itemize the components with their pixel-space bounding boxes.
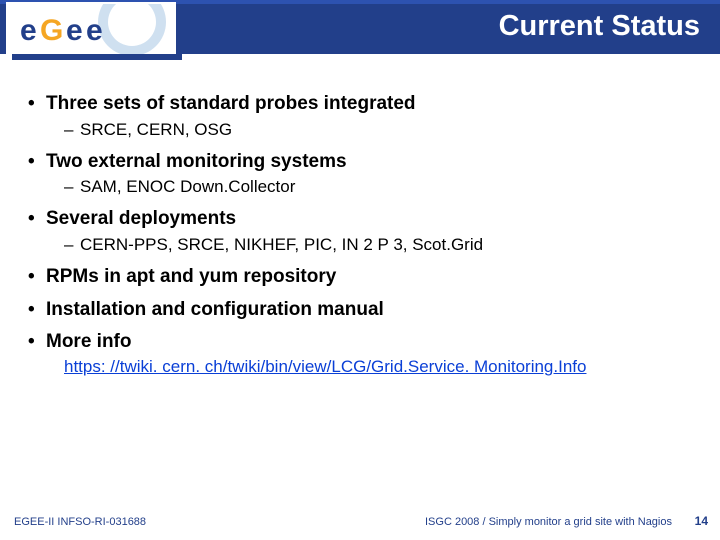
bullet-level-1: RPMs in apt and yum repository: [28, 265, 698, 290]
footer-left-text: EGEE-II INFSO-RI-031688: [14, 516, 146, 528]
slide-header: e G e e Current Status Enabling Grids fo…: [0, 0, 720, 72]
footer-right-text: ISGC 2008 / Simply monitor a grid site w…: [425, 516, 672, 528]
slide-title: Current Status: [499, 10, 700, 43]
svg-text:G: G: [40, 14, 63, 47]
bullet-level-1: Several deployments: [28, 207, 698, 232]
slide-body: Three sets of standard probes integrated…: [28, 84, 698, 377]
bullet-level-2: CERN-PPS, SRCE, NIKHEF, PIC, IN 2 P 3, S…: [28, 234, 698, 257]
slide-tagline: Enabling Grids for E-sciencE: [190, 57, 318, 68]
svg-text:e: e: [86, 14, 103, 47]
bullet-level-2: SAM, ENOC Down.Collector: [28, 176, 698, 199]
info-link[interactable]: https: //twiki. cern. ch/twiki/bin/view/…: [28, 357, 698, 377]
svg-text:e: e: [66, 14, 83, 47]
logo-background: e G e e: [6, 2, 176, 58]
bullet-level-2: SRCE, CERN, OSG: [28, 119, 698, 142]
bullet-level-1: Two external monitoring systems: [28, 150, 698, 175]
bullet-level-1: More info: [28, 330, 698, 355]
egee-logo-icon: e G e e: [12, 4, 182, 60]
slide-footer: EGEE-II INFSO-RI-031688 ISGC 2008 / Simp…: [0, 508, 720, 528]
bullet-level-1: Three sets of standard probes integrated: [28, 92, 698, 117]
bullet-level-1: Installation and configuration manual: [28, 298, 698, 323]
svg-text:e: e: [20, 14, 37, 47]
page-number: 14: [695, 514, 708, 528]
